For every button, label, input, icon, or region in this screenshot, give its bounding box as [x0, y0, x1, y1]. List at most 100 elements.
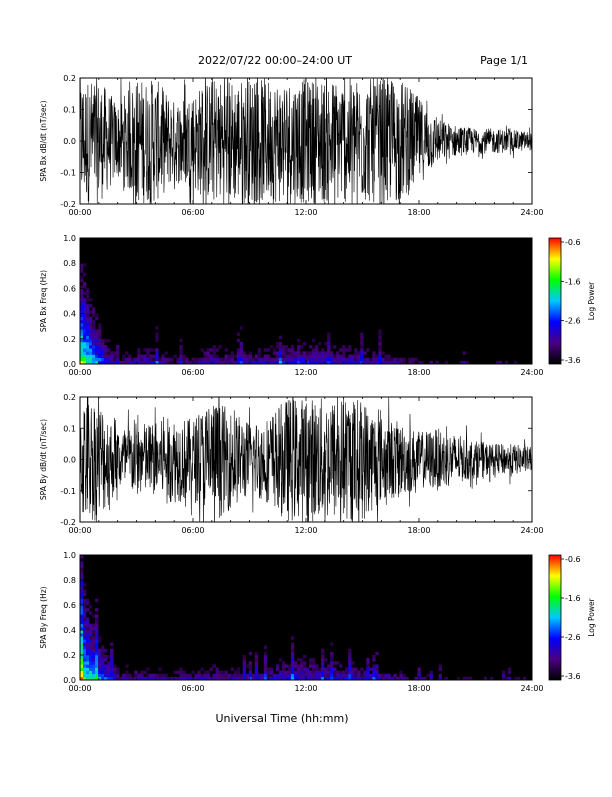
spectrogram-cell [182, 676, 186, 681]
spectrogram-cell [333, 676, 337, 681]
spectrogram-cell [146, 354, 150, 358]
spectrogram-cell [330, 661, 334, 665]
spectrogram-cell [80, 354, 84, 358]
spectrogram-cell [411, 360, 415, 365]
spectrogram-cell [321, 648, 325, 653]
spectrogram-cell [312, 664, 316, 668]
spectrogram-cell [92, 636, 96, 640]
spectrogram-cell [92, 630, 96, 634]
spectrogram-cell [263, 661, 268, 665]
spectrogram-cell [290, 348, 295, 352]
spectrogram-cells [80, 238, 532, 365]
spectrogram-cell [194, 360, 198, 365]
spectrogram-cell [302, 360, 307, 365]
spectrogram-cell [95, 335, 99, 340]
spectrogram-cell [212, 360, 216, 365]
spectrogram-cell [254, 651, 259, 656]
spectrogram-cell [224, 354, 228, 358]
spectrogram-cell [89, 348, 93, 352]
spectrogram-cell [101, 673, 105, 678]
y-axis-title: SPA Bx dB/dt (nT/sec) [39, 100, 48, 181]
spectrogram-cell [462, 360, 466, 365]
spectrogram-cell [399, 360, 403, 365]
spectrogram-cell [408, 357, 412, 362]
spectrogram-cell [299, 351, 304, 355]
spectrogram-cell [248, 676, 253, 681]
spectrogram-cell [281, 670, 286, 675]
spectrogram-cell [233, 360, 237, 365]
spectrogram-cell [309, 658, 313, 662]
spectrogram-cell [113, 676, 117, 681]
spectrogram-cell [327, 348, 331, 352]
spectrogram-cell [230, 676, 234, 681]
spectrogram-cell [278, 360, 283, 365]
spectrogram-cell [110, 667, 114, 671]
spectrogram-cell [324, 658, 328, 662]
spectrogram-cell [348, 357, 352, 362]
spectrogram-cell [372, 670, 376, 675]
spectrogram-cell [336, 676, 340, 681]
spectrogram-cell [209, 360, 213, 365]
spectrogram-cell [98, 658, 102, 662]
spectrogram-cell [309, 673, 313, 678]
spectrogram-cell [501, 676, 506, 681]
spectrogram-cell [309, 354, 313, 358]
spectrogram-cell [92, 329, 96, 333]
spectrogram-cell [110, 357, 114, 362]
spectrogram-cell [381, 676, 385, 681]
spectrogram-cell [369, 667, 373, 671]
spectrogram-cell [507, 667, 512, 671]
spectrogram-cell [95, 354, 99, 358]
spectrogram-cell [336, 670, 340, 675]
spectrogram-cell [116, 670, 120, 675]
spectrogram-cell [414, 676, 418, 681]
spectrogram-cell [83, 658, 87, 662]
spectrogram-cell [107, 667, 111, 671]
spectrogram-cell [236, 338, 240, 343]
spectrogram-cell [287, 676, 292, 681]
y-tick-label: 0.1 [63, 424, 76, 433]
spectrogram-cell [95, 658, 99, 662]
color-bar-tick-label: -1.6 [565, 594, 581, 603]
spectrogram-cell [83, 313, 87, 318]
spectrogram-cell [101, 667, 105, 671]
spectrogram-cell [101, 645, 105, 650]
spectrogram-cell [92, 357, 96, 362]
spectrogram-cell [309, 676, 313, 681]
spectrogram-cell [324, 676, 328, 681]
spectrogram-cell [173, 670, 177, 675]
spectrogram-cell [161, 676, 165, 681]
spectrogram-cell [101, 655, 105, 659]
spectrogram-cell [278, 670, 283, 675]
spectrogram-cell [293, 667, 298, 671]
spectrogram-cell [366, 667, 370, 671]
spectrogram-cell [408, 360, 412, 365]
spectrogram-cell [275, 667, 280, 671]
spectrogram-cell [179, 357, 183, 362]
spectrogram-cell [396, 357, 400, 362]
spectrogram-cell [161, 354, 165, 358]
spectrogram-cell [212, 673, 216, 678]
spectrogram-cell [131, 676, 135, 681]
spectrogram-cell [83, 263, 87, 267]
spectrogram-cell [188, 360, 192, 365]
spectrogram-cell [101, 661, 105, 665]
spectrogram-cell [360, 338, 364, 343]
spectrogram-cell [218, 673, 222, 678]
spectrogram-cell [275, 360, 280, 365]
spectrogram-cell [83, 608, 87, 612]
spectrogram-cell [357, 357, 361, 362]
spectrogram-cell [384, 673, 388, 678]
spectrogram-cell [260, 360, 265, 365]
color-bar-tick-label: -1.6 [565, 277, 581, 286]
spectrogram-cell [92, 319, 96, 324]
spectrogram-cell [101, 345, 105, 349]
spectrogram-cell [387, 673, 391, 678]
spectrogram-cell [95, 651, 99, 656]
spectrogram-cell [194, 673, 198, 678]
spectrogram-cell [110, 673, 114, 678]
spectrogram-cell [83, 319, 87, 324]
spectrogram-cell [281, 673, 286, 678]
spectrogram-cell [299, 357, 304, 362]
